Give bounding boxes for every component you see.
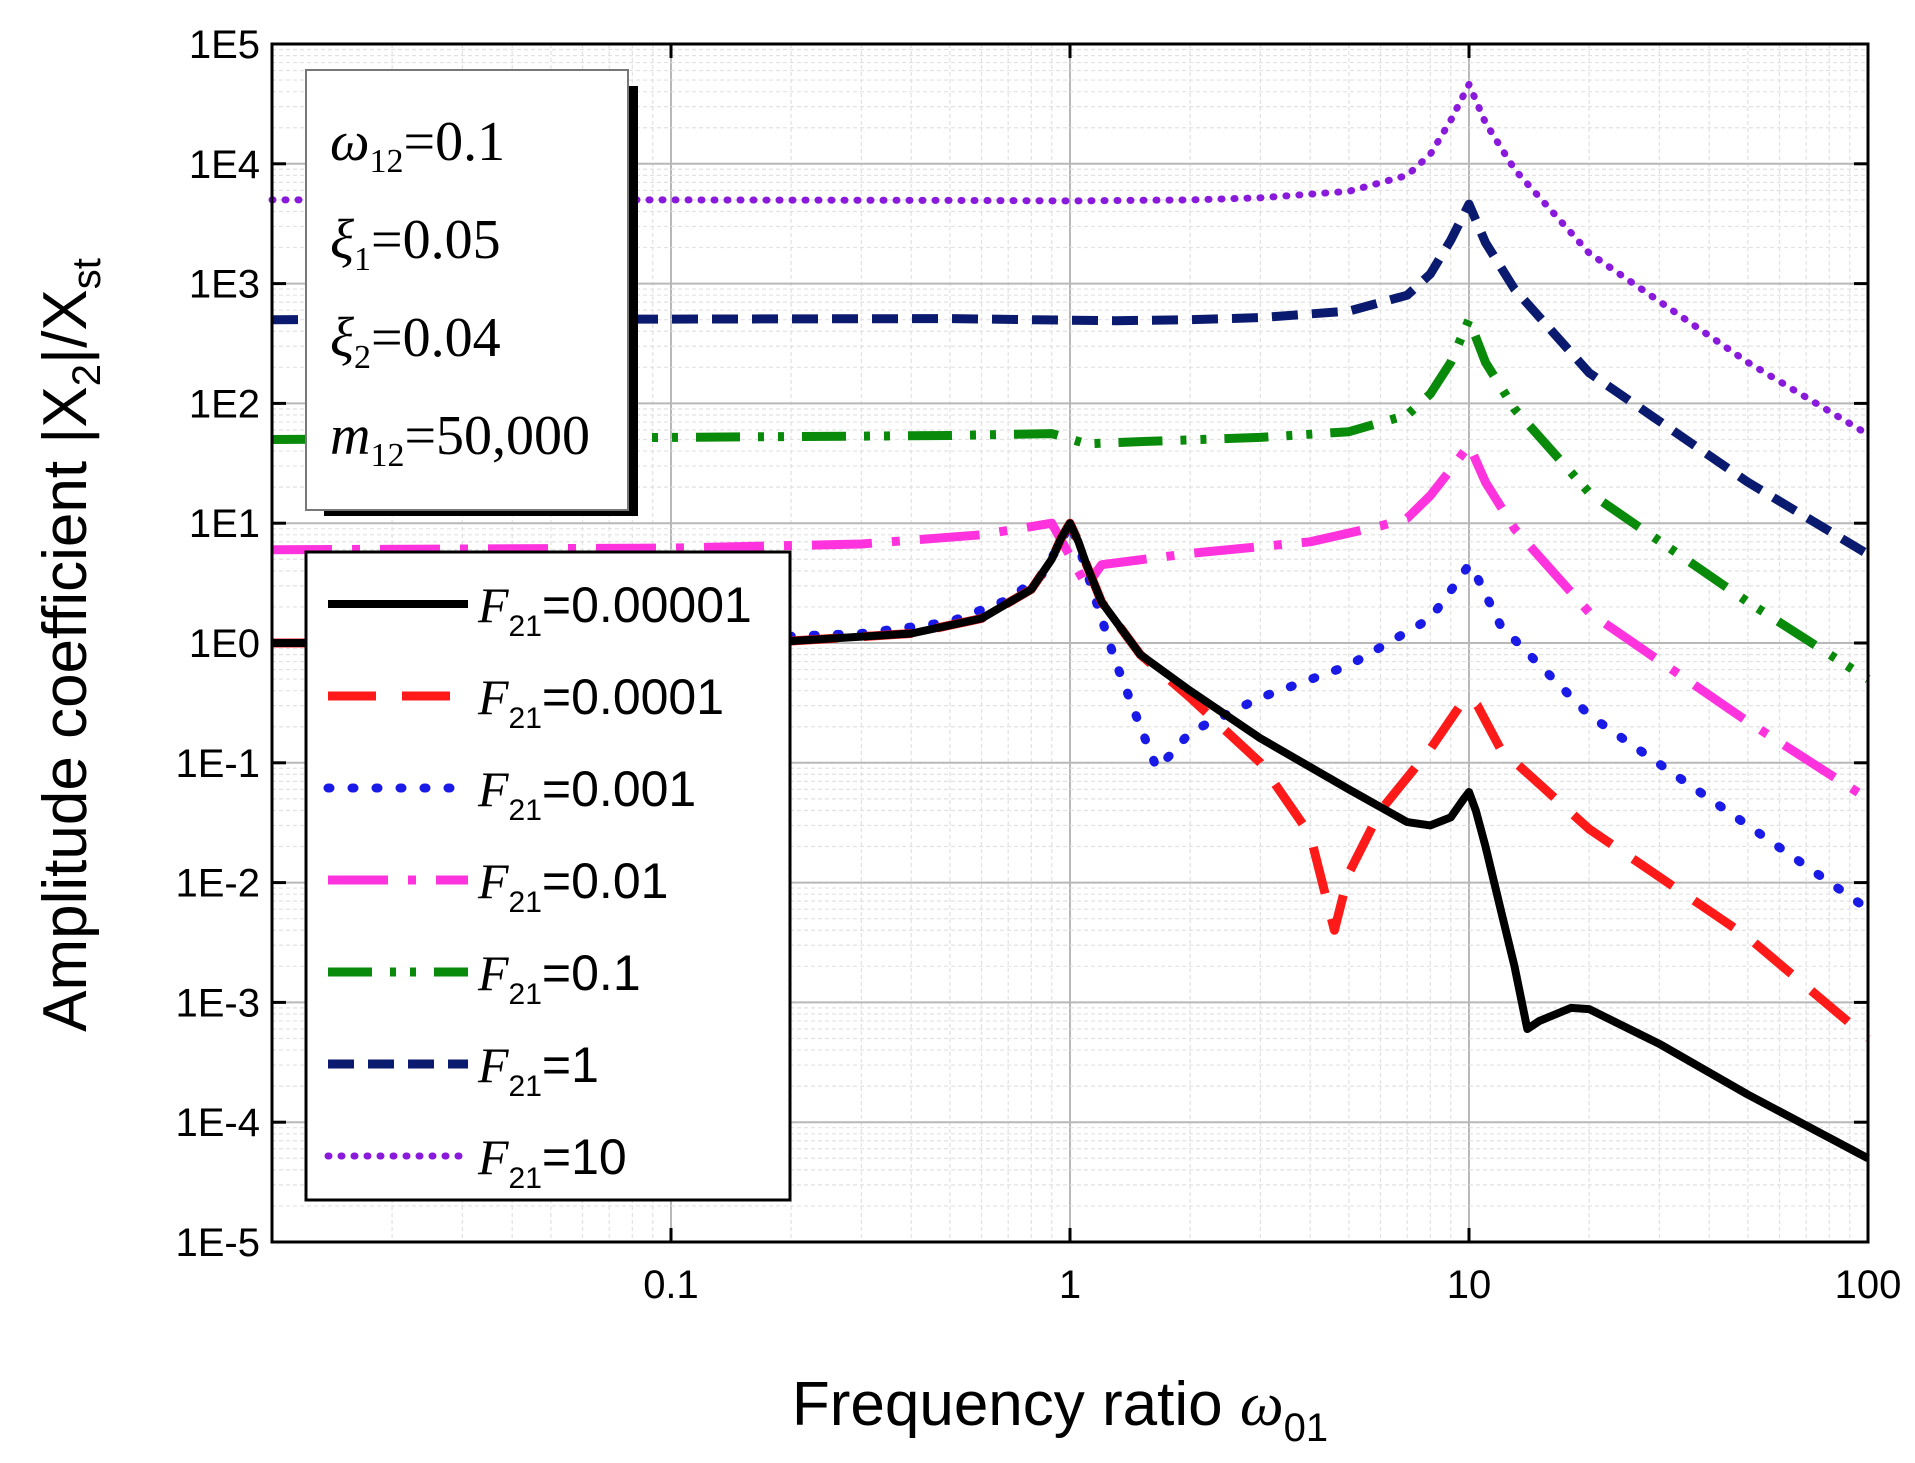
x-tick-label: 0.1: [643, 1263, 699, 1307]
legend-label-F21-0.01: F21=0.01: [477, 853, 668, 919]
y-tick-label: 1E-2: [176, 862, 261, 906]
param-xi1: ξ1=0.05: [330, 209, 501, 278]
x-tick-label: 100: [1835, 1263, 1902, 1307]
y-tick-label: 1E4: [189, 143, 260, 187]
y-tick-label: 1E-3: [176, 981, 261, 1025]
x-tick-label: 10: [1447, 1263, 1492, 1307]
series-line-F21=0.01: [271, 440, 1871, 803]
legend-label-F21-0.001: F21=0.001: [477, 761, 696, 827]
series-line-F21=0.0001: [271, 518, 1871, 1042]
series-line-F21=1: [271, 199, 1871, 559]
y-tick-label: 1E2: [189, 382, 260, 426]
param-m12: m12=50,000: [330, 405, 590, 474]
series-layer: [268, 80, 1873, 1162]
y-tick-label: 1E-5: [176, 1221, 261, 1265]
y-tick-label: 1E3: [189, 263, 260, 307]
legend-label-F21-10: F21=10: [477, 1129, 627, 1195]
series-line-F21=10: [268, 80, 1872, 438]
series-line-F21=0.001: [736, 518, 1873, 914]
series-line-F21=0.1: [271, 315, 1871, 683]
x-axis-title: Frequency ratio ω01: [792, 1370, 1328, 1450]
y-tick-label: 1E1: [189, 502, 260, 546]
series-line-F21=0.00001: [271, 519, 1870, 1162]
parameter-box: ω12=0.1 ξ1=0.05 ξ2=0.04 m12=50,000: [305, 69, 638, 516]
x-tick-label: 1: [1059, 1263, 1081, 1307]
legend-label-F21-1: F21=1: [477, 1037, 599, 1103]
y-axis-title: Amplitude coefficient |X2|/Xst: [31, 258, 109, 1032]
param-omega12: ω12=0.1: [330, 111, 505, 180]
axis-ticks: 0.1 1 10 100 1E5 1E4 1E3 1E2 1E1 1E0 1E-1 1E-2 1E-3 1…: [176, 23, 1902, 1307]
param-xi2: ξ2=0.04: [330, 307, 501, 376]
y-tick-label: 1E-4: [176, 1101, 261, 1145]
parameter-box-background: [305, 69, 629, 511]
legend-label-F21-0.0001: F21=0.0001: [477, 669, 724, 735]
legend: F21=0.00001 F21=0.0001 F21=0.001 F21=0.0…: [304, 550, 792, 1202]
y-tick-label: 1E0: [189, 622, 260, 666]
legend-samples: [323, 600, 473, 1160]
y-tick-label: 1E-1: [176, 742, 261, 786]
legend-label-F21-0.1: F21=0.1: [477, 945, 641, 1011]
y-tick-label: 1E5: [189, 23, 260, 67]
legend-label-F21-0.00001: F21=0.00001: [477, 577, 752, 643]
